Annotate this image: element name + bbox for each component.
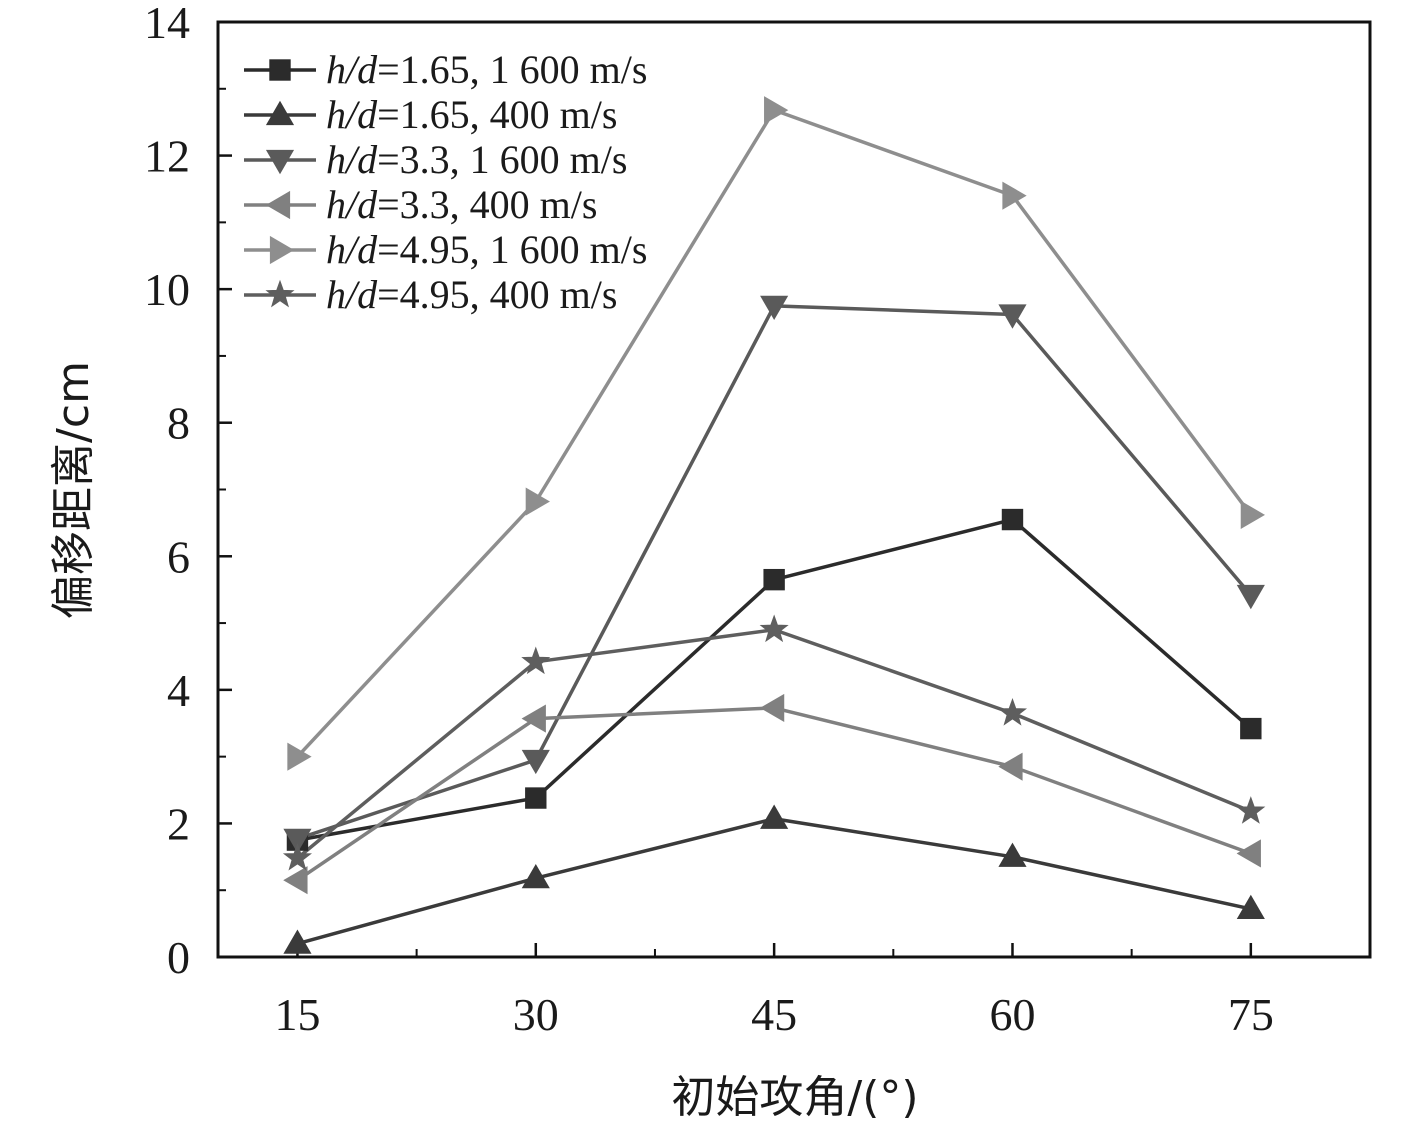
data-point	[997, 697, 1028, 726]
x-tick-label: 15	[274, 989, 320, 1040]
legend-label-ratio: h/d	[326, 182, 378, 227]
legend-label-ratio: h/d	[326, 137, 378, 182]
y-tick-label: 12	[144, 131, 190, 182]
data-point	[759, 614, 789, 643]
data-point	[763, 568, 785, 591]
data-point	[764, 96, 789, 125]
y-tick-label: 8	[167, 398, 190, 449]
data-point	[283, 866, 308, 895]
data-point	[760, 804, 789, 829]
data-point	[1236, 894, 1265, 920]
x-axis-title: 初始攻角/(°)	[671, 1072, 918, 1123]
legend-label: h/d=4.95, 400 m/s	[326, 272, 617, 317]
legend-marker	[269, 59, 291, 81]
legend-label-rest: =1.65, 400 m/s	[377, 92, 617, 137]
data-point	[1236, 796, 1266, 824]
y-axis-title: 偏移距离/cm	[48, 361, 99, 619]
data-point	[1001, 508, 1024, 531]
legend-label: h/d=3.3, 1 600 m/s	[326, 137, 627, 182]
y-tick-label: 0	[167, 932, 190, 983]
x-tick-label: 75	[1228, 989, 1274, 1040]
data-point	[283, 929, 312, 954]
data-point	[760, 295, 789, 321]
data-point	[521, 863, 550, 889]
legend-label-rest: =3.3, 1 600 m/s	[377, 137, 627, 182]
x-tick-labels: 15 30 45 60 75	[274, 989, 1273, 1040]
legend-marker	[265, 149, 295, 175]
legend-label-rest: =4.95, 1 600 m/s	[377, 227, 647, 272]
legend-label: h/d=1.65, 400 m/s	[326, 92, 617, 137]
legend-label-rest: =4.95, 400 m/s	[377, 272, 617, 317]
plot-frame	[216, 20, 1372, 959]
legend-label: h/d=4.95, 1 600 m/s	[326, 227, 647, 272]
data-point	[1236, 584, 1265, 610]
legend: h/d=1.65, 1 600 m/sh/d=1.65, 400 m/sh/d=…	[244, 47, 647, 317]
legend-marker	[265, 279, 295, 308]
legend-label-ratio: h/d	[326, 272, 378, 317]
data-point	[1240, 500, 1266, 529]
y-tick-label: 2	[167, 798, 190, 849]
data-point	[287, 742, 312, 771]
data-point	[1002, 181, 1027, 210]
y-tick-label: 6	[167, 531, 190, 582]
legend-marker	[265, 190, 291, 220]
y-tick-label: 4	[167, 665, 190, 716]
legend-marker	[269, 235, 295, 265]
data-point	[521, 704, 546, 733]
legend-label: h/d=3.3, 400 m/s	[326, 182, 597, 227]
x-tick-label: 30	[513, 989, 559, 1040]
data-point	[525, 787, 547, 809]
series-markers	[282, 96, 1266, 954]
y-tick-labels: 0 2 4 6 8 10 12 14	[144, 0, 190, 983]
legend-label-ratio: h/d	[326, 47, 378, 92]
data-point	[759, 693, 785, 722]
legend-label-ratio: h/d	[326, 92, 378, 137]
legend-label-rest: =1.65, 1 600 m/s	[377, 47, 647, 92]
data-point	[998, 304, 1027, 329]
legend-label-ratio: h/d	[326, 227, 378, 272]
x-tick-label: 45	[751, 989, 797, 1040]
series-line-4	[296, 706, 1252, 882]
data-point	[521, 749, 550, 775]
data-point	[998, 842, 1027, 867]
series-line-2	[296, 817, 1252, 946]
y-tick-label: 14	[144, 0, 190, 48]
x-tick-label: 60	[989, 989, 1035, 1040]
y-tick-label: 10	[144, 264, 190, 315]
data-point	[282, 842, 312, 871]
data-point	[1240, 717, 1262, 740]
data-point	[283, 828, 312, 853]
legend-label-rest: =3.3, 400 m/s	[377, 182, 597, 227]
legend-marker	[265, 100, 295, 126]
data-point	[525, 487, 550, 516]
data-point	[1236, 839, 1261, 868]
legend-label: h/d=1.65, 1 600 m/s	[326, 47, 647, 92]
data-point	[521, 646, 551, 675]
data-point	[998, 752, 1023, 781]
